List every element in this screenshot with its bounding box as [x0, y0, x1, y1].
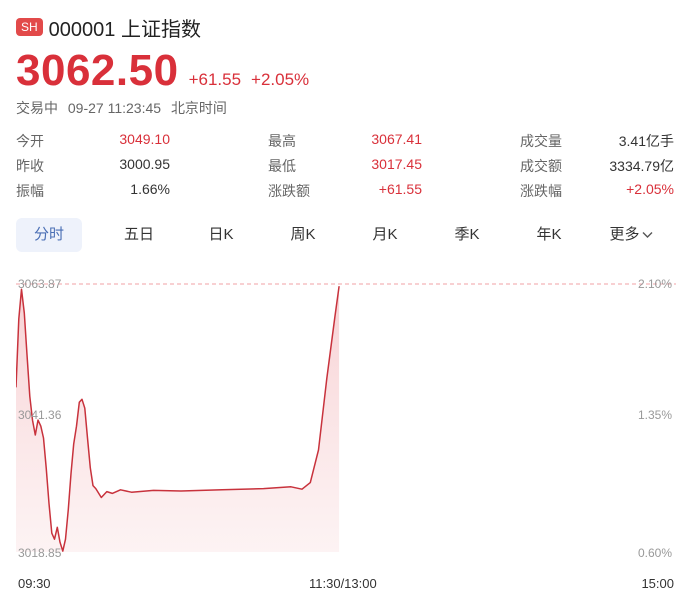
intraday-chart-svg	[16, 283, 676, 552]
stat-label: 成交量	[520, 132, 562, 149]
y-label-right: 0.60%	[637, 546, 672, 560]
index-code-name: 000001 上证指数	[48, 18, 201, 41]
y-label-left: 3041.36	[18, 408, 62, 422]
timezone-label: 北京时间	[170, 100, 227, 116]
stat-value: 3017.45	[371, 155, 422, 172]
chevron-down-icon	[642, 232, 652, 239]
stat-value: 3049.10	[119, 130, 170, 147]
stat-label: 振幅	[16, 182, 44, 199]
x-label-midday: 11:30/13:00	[309, 576, 377, 591]
tab-five-day[interactable]: 五日	[123, 226, 154, 243]
price-change-percent: +2.05%	[251, 70, 310, 89]
stat-label: 成交额	[520, 157, 562, 174]
stat-change-percent: 涨跌幅 +2.05%	[520, 181, 674, 201]
stat-value: 3.41亿手	[618, 132, 674, 149]
stat-low: 最低 3017.45	[268, 156, 422, 176]
price-line	[16, 286, 340, 552]
y-label-right: 2.10%	[637, 277, 672, 291]
trade-datetime: 09-27 11:23:45	[67, 100, 162, 116]
stat-open: 今开 3049.10	[16, 131, 170, 151]
price-change: +61.55	[188, 70, 242, 89]
price-area-fill	[16, 286, 340, 552]
tab-more-label: 更多	[609, 226, 640, 243]
stat-turnover: 成交额 3334.79亿	[520, 156, 674, 176]
stat-value: 3067.41	[371, 130, 422, 147]
price-row: 3062.50 +61.55 +2.05%	[16, 46, 678, 96]
tab-daily-k[interactable]: 日K	[208, 226, 234, 243]
stat-prev-close: 昨收 3000.95	[16, 156, 170, 176]
trade-status: 交易中	[16, 100, 58, 116]
stat-value: +2.05%	[626, 180, 674, 197]
x-label-close: 15:00	[641, 576, 674, 591]
stat-high: 最高 3067.41	[268, 131, 422, 151]
quote-stats: 今开 3049.10 最高 3067.41 成交量 3.41亿手 昨收 3000.95 …	[16, 128, 676, 203]
stat-value: 3000.95	[119, 155, 170, 172]
x-label-open: 09:30	[18, 576, 51, 591]
stat-value: 3334.79亿	[609, 157, 674, 174]
stat-amplitude: 振幅 1.66%	[16, 181, 170, 201]
stat-row: 今开 3049.10 最高 3067.41 成交量 3.41亿手	[16, 128, 676, 153]
stat-change-amount: 涨跌额 +61.55	[268, 181, 422, 201]
tab-monthly-k[interactable]: 月K	[372, 226, 398, 243]
title-row: SH 000001 上证指数	[16, 12, 678, 42]
tab-quarterly-k[interactable]: 季K	[454, 226, 480, 243]
stat-value: +61.55	[378, 180, 422, 197]
current-price: 3062.50	[16, 46, 179, 95]
tab-intraday[interactable]: 分时	[16, 218, 82, 252]
stat-volume: 成交量 3.41亿手	[520, 131, 674, 151]
stat-row: 振幅 1.66% 涨跌额 +61.55 涨跌幅 +2.05%	[16, 178, 676, 203]
stat-value: 1.66%	[130, 180, 170, 197]
tab-more[interactable]: 更多	[590, 218, 672, 252]
trade-status-row: 交易中 09-27 11:23:45 北京时间	[16, 98, 678, 118]
tab-yearly-k[interactable]: 年K	[536, 226, 562, 243]
stat-label: 今开	[16, 132, 44, 149]
stat-label: 昨收	[16, 157, 44, 174]
y-label-left: 3018.85	[18, 546, 62, 560]
stat-label: 最高	[268, 132, 296, 149]
quote-header: SH 000001 上证指数 3062.50 +61.55 +2.05% 交易中…	[16, 12, 678, 118]
chart-period-tabs: 分时 五日 日K 周K 月K 季K 年K 更多	[16, 218, 676, 252]
intraday-chart[interactable]: 3063.87 3041.36 3018.85 2.10% 1.35% 0.60…	[16, 270, 676, 595]
y-label-right: 1.35%	[637, 408, 672, 422]
stat-label: 涨跌幅	[520, 182, 562, 199]
stat-row: 昨收 3000.95 最低 3017.45 成交额 3334.79亿	[16, 153, 676, 178]
stat-label: 最低	[268, 157, 296, 174]
stat-label: 涨跌额	[268, 182, 310, 199]
y-label-left: 3063.87	[18, 277, 62, 291]
tab-weekly-k[interactable]: 周K	[290, 226, 316, 243]
exchange-badge: SH	[16, 18, 43, 36]
